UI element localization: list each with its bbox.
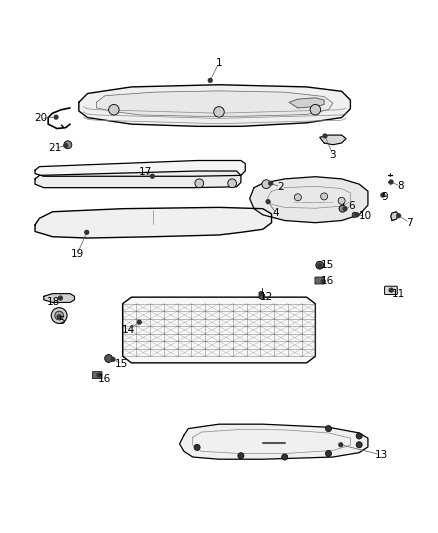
Circle shape [53, 115, 59, 120]
Circle shape [321, 279, 326, 284]
Polygon shape [35, 207, 272, 238]
Circle shape [356, 433, 362, 439]
Circle shape [380, 192, 385, 198]
Circle shape [194, 445, 200, 450]
Text: 8: 8 [397, 181, 404, 191]
Polygon shape [44, 294, 74, 302]
Polygon shape [320, 135, 346, 145]
Text: 15: 15 [321, 260, 334, 270]
Text: 18: 18 [47, 297, 60, 308]
Text: 2: 2 [277, 182, 284, 192]
FancyBboxPatch shape [92, 372, 102, 378]
Circle shape [282, 454, 288, 460]
Circle shape [195, 179, 204, 188]
Circle shape [389, 287, 394, 293]
Text: 6: 6 [348, 201, 355, 211]
Circle shape [55, 311, 64, 320]
Circle shape [325, 450, 332, 457]
Circle shape [258, 291, 264, 296]
Text: 17: 17 [139, 167, 152, 177]
Text: 14: 14 [122, 325, 135, 335]
Text: 15: 15 [115, 359, 128, 369]
Circle shape [105, 354, 113, 362]
Text: 5: 5 [58, 316, 65, 326]
Text: 11: 11 [392, 289, 405, 298]
Circle shape [294, 194, 301, 201]
Circle shape [338, 442, 343, 447]
Polygon shape [96, 91, 333, 116]
Text: 4: 4 [272, 208, 279, 218]
Text: 3: 3 [329, 150, 336, 160]
Text: 16: 16 [321, 276, 334, 286]
Text: 9: 9 [381, 192, 388, 203]
FancyBboxPatch shape [385, 286, 397, 295]
Circle shape [338, 197, 345, 204]
Text: 12: 12 [260, 292, 273, 302]
FancyBboxPatch shape [315, 277, 325, 284]
Polygon shape [123, 297, 315, 363]
Circle shape [265, 199, 271, 204]
Circle shape [109, 104, 119, 115]
Circle shape [339, 205, 346, 212]
Circle shape [325, 425, 332, 432]
Circle shape [317, 263, 322, 269]
Circle shape [84, 230, 89, 235]
Circle shape [51, 308, 67, 324]
Circle shape [150, 174, 155, 179]
Polygon shape [180, 424, 368, 459]
Polygon shape [391, 212, 399, 221]
Circle shape [354, 212, 360, 217]
Polygon shape [79, 85, 350, 126]
Text: 1: 1 [215, 58, 223, 68]
Circle shape [356, 442, 362, 448]
Circle shape [396, 213, 401, 219]
Circle shape [352, 212, 357, 217]
Circle shape [228, 179, 237, 188]
Text: 10: 10 [359, 211, 372, 221]
Circle shape [64, 141, 72, 149]
Circle shape [268, 181, 273, 186]
Circle shape [310, 104, 321, 115]
Text: 20: 20 [34, 114, 47, 124]
Circle shape [322, 133, 328, 139]
Text: 13: 13 [374, 450, 388, 460]
Circle shape [137, 319, 142, 325]
Circle shape [110, 357, 116, 362]
Circle shape [343, 206, 348, 211]
Circle shape [389, 179, 394, 184]
Circle shape [259, 293, 265, 300]
Polygon shape [289, 98, 324, 108]
Polygon shape [250, 177, 368, 223]
Polygon shape [35, 160, 245, 176]
Circle shape [262, 180, 271, 189]
Text: 7: 7 [406, 217, 413, 228]
Circle shape [58, 295, 63, 301]
Circle shape [316, 261, 324, 269]
Circle shape [238, 453, 244, 459]
Circle shape [208, 78, 213, 83]
Text: 19: 19 [71, 249, 84, 259]
Text: 21: 21 [49, 143, 62, 154]
Circle shape [321, 193, 328, 200]
Polygon shape [35, 171, 241, 188]
Circle shape [63, 143, 68, 148]
Circle shape [214, 107, 224, 117]
Circle shape [96, 373, 102, 378]
Circle shape [57, 314, 62, 319]
Text: 16: 16 [98, 374, 111, 384]
